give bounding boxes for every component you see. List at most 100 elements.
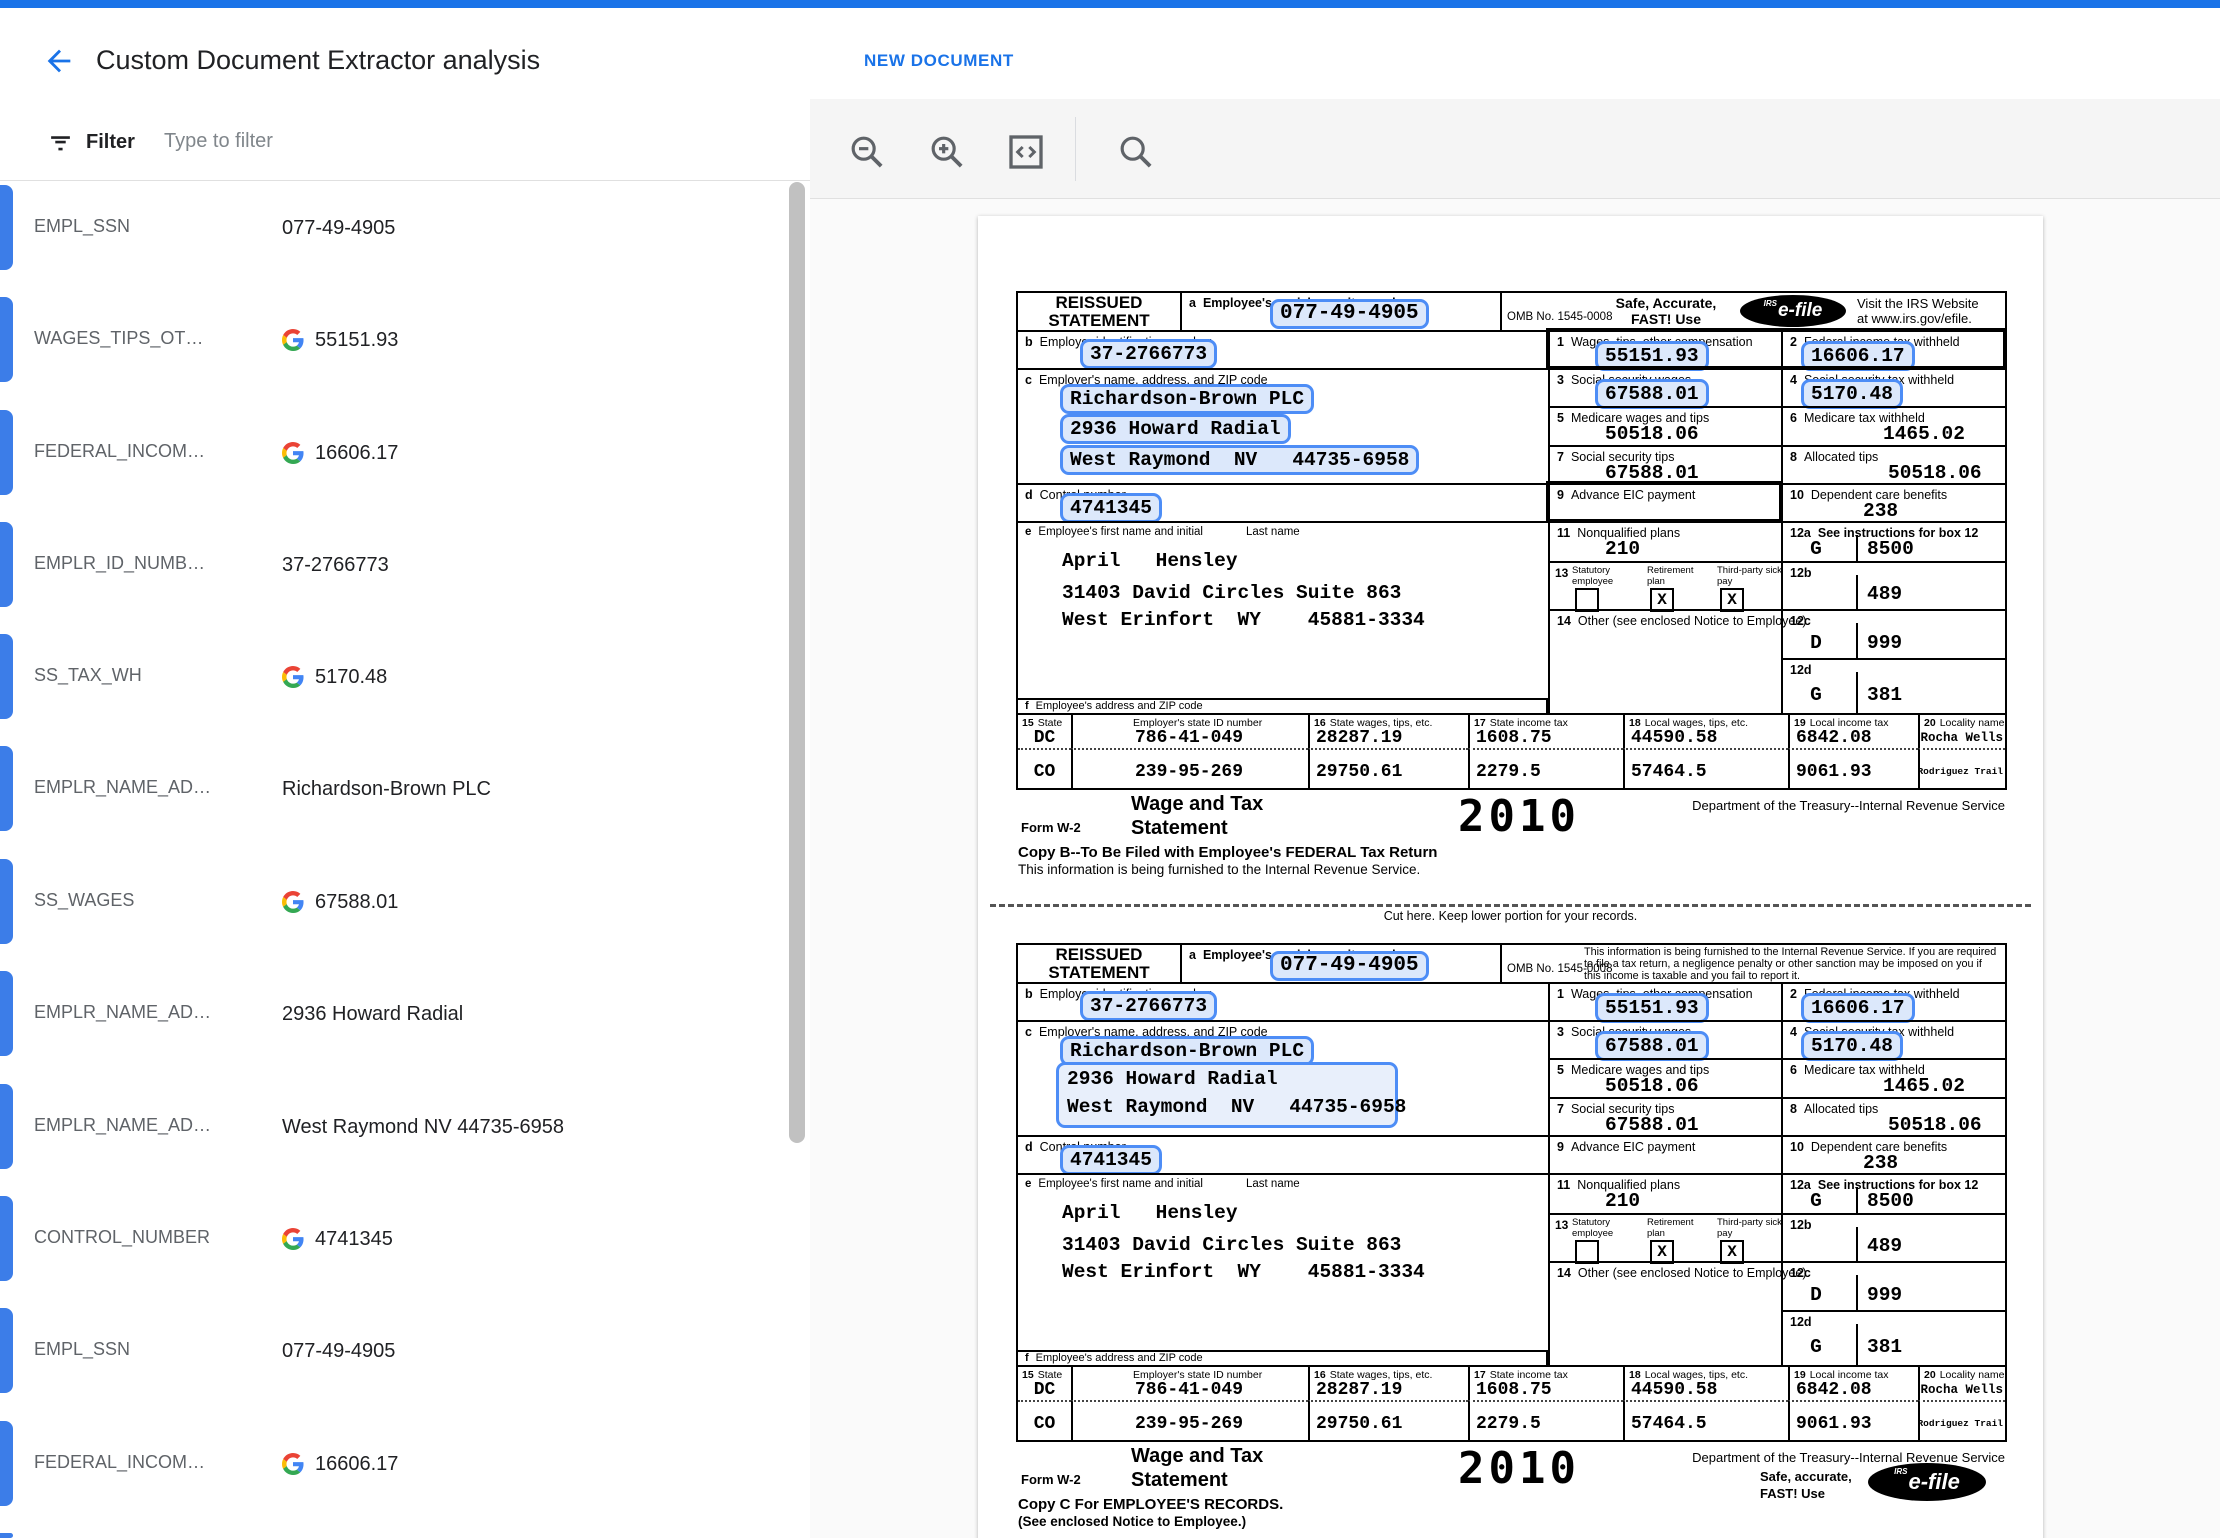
- entity-highlight[interactable]: 2936 Howard Radial: [1060, 414, 1291, 444]
- field-row[interactable]: FEDERAL_INCOM… 16606.17: [0, 407, 790, 519]
- entity-highlight[interactable]: 16606.17: [1801, 993, 1915, 1023]
- field-label: SS_WAGES: [34, 890, 135, 910]
- w2-box-13: 13 Statutory employee Retirement plan Th…: [1548, 561, 1782, 612]
- w2-box-11: 11 Nonqualified plans 210: [1548, 521, 1781, 561]
- field-value: 077-49-4905: [282, 216, 396, 239]
- zoom-out-icon[interactable]: [847, 132, 887, 172]
- left-panel-scrollbar[interactable]: [789, 182, 805, 1143]
- local-tax-col: 19 Local income tax 6842.08: [1788, 1365, 1918, 1400]
- field-row[interactable]: EMPL_SSN 077-49-4905: [0, 182, 790, 294]
- entity-highlight[interactable]: 55151.93: [1595, 993, 1709, 1023]
- reissued-cell: REISSUED STATEMENT: [1048, 293, 1150, 330]
- entity-highlight[interactable]: 37-2766773: [1080, 339, 1218, 369]
- field-row[interactable]: EMPL_SSN 077-49-4905: [0, 1305, 790, 1417]
- row-indicator: [0, 410, 13, 495]
- field-row[interactable]: SS_WAGES 67588.01: [0, 856, 790, 968]
- field-value: 67588.01: [282, 884, 398, 920]
- new-document-button[interactable]: NEW DOCUMENT: [864, 51, 1014, 70]
- row-indicator: [0, 1196, 13, 1281]
- zoom-in-icon[interactable]: [927, 132, 967, 172]
- field-value: 16606.17: [282, 435, 398, 471]
- state-id-col: Employer's state ID number 786-41-049: [1071, 1365, 1308, 1400]
- checkbox-retirement: X: [1650, 1240, 1674, 1264]
- w2-box-4: 4Social security tax withheld 5170.48: [1781, 1020, 2005, 1061]
- entity-highlight[interactable]: Richardson-Brown PLC: [1060, 384, 1315, 414]
- field-row[interactable]: FEDERAL_INCOM… 16606.17: [0, 1418, 790, 1530]
- back-arrow-icon[interactable]: [42, 44, 76, 78]
- field-value: 37-2766773: [282, 553, 389, 576]
- locality-col: 20 Locality name Rocha Wells: [1918, 1365, 2005, 1400]
- entity-highlight[interactable]: 55151.93: [1595, 341, 1709, 371]
- state-tax-col: 17 State income tax 1608.75: [1468, 1365, 1623, 1400]
- w2-box-5: 5 Medicare wages and tips 50518.06: [1548, 406, 1781, 445]
- entity-highlight[interactable]: 4741345: [1060, 493, 1162, 523]
- state-cell: 29750.61: [1308, 1400, 1468, 1440]
- entity-highlight[interactable]: 67588.01: [1595, 379, 1709, 409]
- state-cell: 239-95-269: [1071, 1400, 1308, 1440]
- checkbox-retirement: X: [1650, 588, 1674, 612]
- row-indicator: [0, 1421, 13, 1506]
- field-row[interactable]: EMPLR_NAME_AD… Richardson-Brown PLC: [0, 743, 790, 855]
- w2-box-5: 5 Medicare wages and tips 50518.06: [1548, 1058, 1781, 1097]
- entity-highlight[interactable]: West Raymond NV 44735-6958: [1060, 445, 1420, 475]
- irs-efile-logo: IRS e-file: [1740, 295, 1846, 327]
- field-row[interactable]: SS_TAX_WH 5170.48: [0, 631, 790, 743]
- field-label: EMPL_SSN: [34, 1339, 131, 1359]
- box-f-address: f Employee's address and ZIP code: [1018, 1350, 1548, 1365]
- w2-box-6: 6 Medicare tax withheld 1465.02: [1781, 1058, 2005, 1097]
- field-value: 2936 Howard Radial: [282, 1002, 464, 1025]
- field-row[interactable]: WAGES_TIPS_OT… 55151.93: [0, 294, 790, 406]
- state-cell: CO: [1018, 748, 1071, 788]
- app-header: Custom Document Extractor analysis NEW D…: [0, 8, 2220, 100]
- field-label: EMPLR_NAME_AD…: [34, 777, 212, 797]
- w2-box-12b: 12b 489: [1781, 561, 2005, 609]
- field-row[interactable]: [0, 1530, 790, 1538]
- filter-input[interactable]: [162, 125, 726, 157]
- field-row[interactable]: CONTROL_NUMBER 4741345: [0, 1193, 790, 1305]
- code-view-icon[interactable]: [1006, 132, 1046, 172]
- field-label: EMPLR_ID_NUMB…: [34, 553, 206, 573]
- entity-highlight[interactable]: 37-2766773: [1080, 991, 1218, 1021]
- filter-icon: [48, 130, 73, 160]
- state-cell: 9061.93: [1788, 1400, 1918, 1440]
- field-row[interactable]: EMPLR_NAME_AD… West Raymond NV 44735-695…: [0, 1081, 790, 1193]
- field-value: 55151.93: [282, 322, 398, 358]
- local-wages-col: 18 Local wages, tips, etc. 44590.58: [1623, 1365, 1788, 1400]
- row-indicator: [0, 746, 13, 831]
- entity-highlight[interactable]: 67588.01: [1595, 1031, 1709, 1061]
- state-cell: 2279.5: [1468, 1400, 1623, 1440]
- field-label: FEDERAL_INCOM…: [34, 1452, 206, 1472]
- w2-box-10: 10 Dependent care benefits 238: [1781, 483, 2005, 522]
- field-row[interactable]: EMPLR_ID_NUMB… 37-2766773: [0, 519, 790, 631]
- w2-box-12b: 12b 489: [1781, 1213, 2005, 1261]
- state-cell: 2279.5: [1468, 748, 1623, 788]
- entity-highlight[interactable]: 077-49-4905: [1270, 951, 1429, 981]
- extracted-fields-panel: Filter EMPL_SSN 077-49-4905 WAGES_TIPS_O…: [0, 99, 811, 1538]
- field-row[interactable]: EMPLR_NAME_AD… 2936 Howard Radial: [0, 968, 790, 1080]
- search-icon[interactable]: [1116, 132, 1156, 172]
- entity-highlight[interactable]: 5170.48: [1801, 379, 1903, 409]
- entity-highlight[interactable]: 4741345: [1060, 1145, 1162, 1175]
- field-label: SS_TAX_WH: [34, 665, 142, 685]
- state-col: 15 State DC: [1018, 1365, 1071, 1400]
- entity-highlight[interactable]: 077-49-4905: [1270, 299, 1429, 329]
- w2-box-12c: 12c D 999: [1781, 609, 2005, 658]
- entity-highlight[interactable]: 2936 Howard Radial West Raymond NV 44735…: [1056, 1062, 1406, 1128]
- field-value: 5170.48: [282, 659, 387, 695]
- entity-highlight[interactable]: 5170.48: [1801, 1031, 1903, 1061]
- w2-box-14: 14 Other (see enclosed Notice to Employee…: [1548, 609, 1807, 713]
- w2-box-12d: 12d G 381: [1781, 658, 2005, 713]
- page-title: Custom Document Extractor analysis: [96, 45, 541, 75]
- box-c-employer: c Employer's name, address, and ZIP code …: [1018, 1020, 1548, 1135]
- entity-highlight[interactable]: 16606.17: [1801, 341, 1915, 371]
- top-accent-bar: [0, 0, 2220, 8]
